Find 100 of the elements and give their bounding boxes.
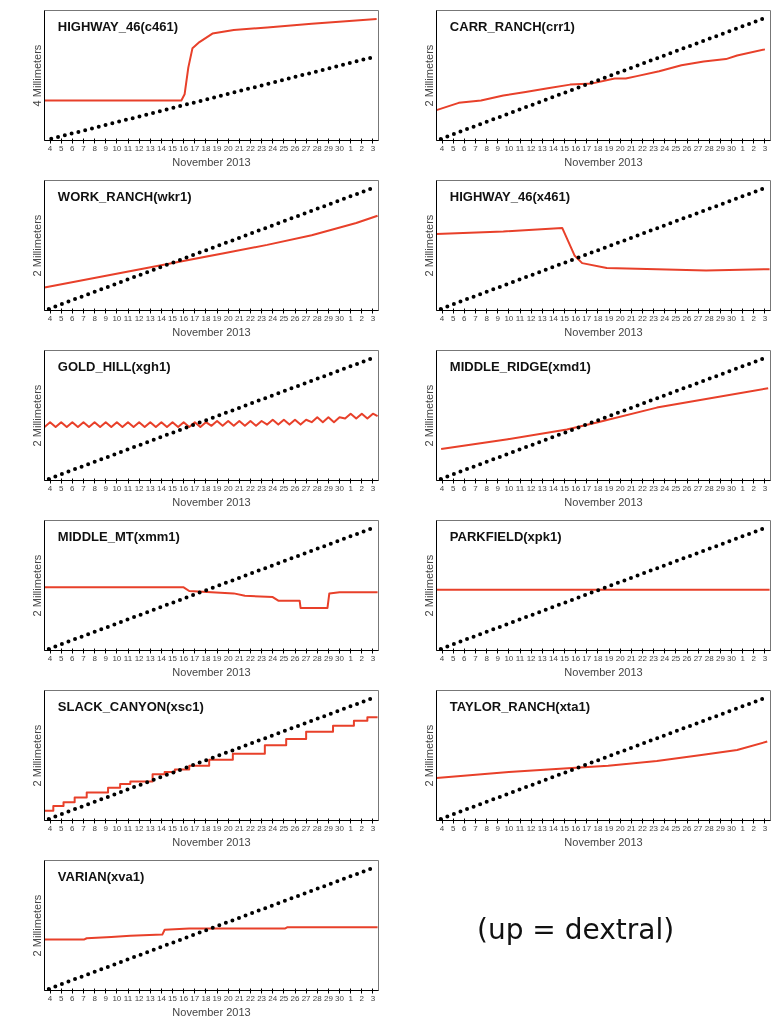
x-tick-label: 25 <box>279 313 289 323</box>
x-tick-label: 4 <box>47 313 53 323</box>
x-tick-label: 10 <box>504 823 514 833</box>
x-tick-label: 27 <box>301 653 312 663</box>
x-tick-label: 28 <box>704 653 715 663</box>
x-tick-label: 22 <box>246 823 256 833</box>
x-tick-label: 20 <box>615 653 626 663</box>
chart-title: TAYLOR_RANCH(xta1) <box>449 698 590 714</box>
x-tick-label: 1 <box>740 823 746 833</box>
x-tick-label: 15 <box>168 653 178 663</box>
x-tick-label: 16 <box>571 483 581 493</box>
x-tick-label: 1 <box>740 143 746 153</box>
chart-title: PARKFIELD(xpk1) <box>449 528 562 544</box>
x-tick-label: 9 <box>495 313 501 323</box>
x-tick-label: 15 <box>168 313 178 323</box>
x-tick-label: 25 <box>279 823 289 833</box>
x-tick-label: 3 <box>370 143 376 153</box>
x-tick-label: 11 <box>515 483 525 493</box>
x-tick-label: 2 <box>751 313 757 323</box>
x-tick-label: 8 <box>92 653 98 663</box>
x-tick-label: 19 <box>212 313 223 323</box>
x-tick-label: 28 <box>312 993 323 1003</box>
x-tick-label: 18 <box>201 993 211 1003</box>
x-tick-label: 30 <box>335 993 345 1003</box>
x-tick-label: 20 <box>615 483 626 493</box>
x-tick-label: 29 <box>323 993 334 1003</box>
x-tick-label: 26 <box>290 653 300 663</box>
x-tick-label: 25 <box>279 143 289 153</box>
x-tick-label: 23 <box>257 313 267 323</box>
x-tick-label: 9 <box>495 653 501 663</box>
x-tick-label: 19 <box>604 313 615 323</box>
x-tick-label: 28 <box>312 313 323 323</box>
x-tick-label: 3 <box>370 653 376 663</box>
x-tick-label: 18 <box>593 143 603 153</box>
x-tick-label: 10 <box>504 143 514 153</box>
x-axis-title: November 2013 <box>564 325 643 338</box>
x-tick-label: 8 <box>92 993 98 1003</box>
x-tick-label: 19 <box>212 823 223 833</box>
x-tick-label: 10 <box>504 483 514 493</box>
x-tick-label: 3 <box>370 483 376 493</box>
chart-title: CARR_RANCH(crr1) <box>449 18 575 34</box>
x-tick-label: 23 <box>649 653 659 663</box>
x-tick-label: 21 <box>234 823 245 833</box>
x-tick-label: 2 <box>359 823 365 833</box>
x-tick-label: 28 <box>704 823 715 833</box>
x-tick-label: 11 <box>123 483 133 493</box>
x-tick-label: 18 <box>201 653 211 663</box>
x-tick-label: 13 <box>145 483 156 493</box>
x-tick-label: 19 <box>604 483 615 493</box>
x-tick-label: 15 <box>168 823 178 833</box>
chart-title: WORK_RANCH(wkr1) <box>57 188 192 204</box>
x-tick-label: 27 <box>301 823 312 833</box>
x-tick-label: 10 <box>112 993 122 1003</box>
x-tick-label: 5 <box>450 653 456 663</box>
x-tick-label: 12 <box>134 143 145 153</box>
x-tick-label: 7 <box>81 823 87 833</box>
x-tick-label: 8 <box>92 313 98 323</box>
x-tick-label: 3 <box>370 993 376 1003</box>
x-tick-label: 22 <box>246 143 256 153</box>
x-tick-label: 21 <box>234 143 245 153</box>
x-axis-title: November 2013 <box>564 835 643 848</box>
x-tick-label: 8 <box>92 823 98 833</box>
x-tick-label: 27 <box>693 313 704 323</box>
y-axis-title: 2 Millimeters <box>422 384 435 447</box>
x-tick-label: 30 <box>335 483 345 493</box>
chart-title: VARIAN(xva1) <box>57 868 145 884</box>
x-tick-label: 6 <box>462 143 468 153</box>
x-tick-label: 14 <box>156 823 167 833</box>
x-tick-label: 26 <box>682 143 692 153</box>
x-tick-label: 8 <box>484 483 490 493</box>
x-tick-label: 6 <box>70 823 76 833</box>
x-tick-label: 17 <box>190 823 200 833</box>
x-tick-label: 13 <box>145 653 156 663</box>
x-tick-label: 27 <box>693 653 704 663</box>
x-tick-label: 11 <box>123 653 133 663</box>
x-tick-label: 13 <box>145 823 156 833</box>
x-tick-label: 24 <box>660 653 670 663</box>
x-tick-label: 29 <box>715 143 726 153</box>
x-tick-label: 14 <box>548 313 559 323</box>
x-tick-label: 28 <box>312 653 323 663</box>
chart-title: HIGHWAY_46(x461) <box>449 188 571 204</box>
x-tick-label: 1 <box>348 993 354 1003</box>
x-tick-label: 9 <box>103 823 109 833</box>
x-tick-label: 21 <box>234 653 245 663</box>
x-tick-label: 27 <box>301 993 312 1003</box>
x-axis-title: November 2013 <box>172 155 251 168</box>
x-tick-label: 22 <box>638 313 648 323</box>
x-tick-label: 7 <box>473 313 479 323</box>
x-tick-label: 19 <box>212 993 223 1003</box>
x-tick-label: 17 <box>190 143 200 153</box>
x-tick-label: 13 <box>537 143 548 153</box>
x-tick-label: 4 <box>47 143 53 153</box>
x-tick-label: 26 <box>290 823 300 833</box>
x-tick-label: 1 <box>348 143 354 153</box>
x-tick-label: 2 <box>359 313 365 323</box>
chart-title: GOLD_HILL(xgh1) <box>57 358 171 374</box>
x-tick-label: 16 <box>571 823 581 833</box>
x-tick-label: 29 <box>323 313 334 323</box>
x-tick-label: 20 <box>223 143 234 153</box>
x-tick-label: 28 <box>312 823 323 833</box>
